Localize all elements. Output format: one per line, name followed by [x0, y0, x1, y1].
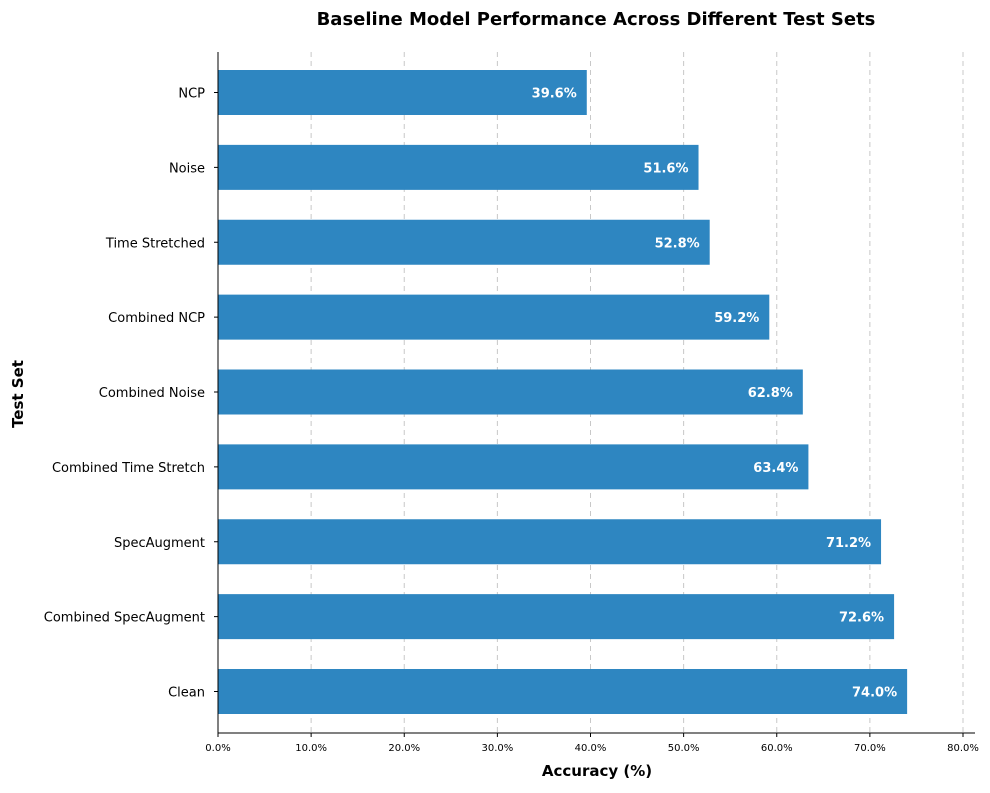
x-tick-label: 70.0%: [854, 743, 886, 754]
data-label: 72.6%: [839, 611, 884, 626]
bar: [218, 444, 809, 490]
x-tick-label: 20.0%: [388, 743, 420, 754]
x-tick-label: 80.0%: [947, 743, 979, 754]
bar: [218, 669, 908, 714]
data-label: 71.2%: [826, 536, 871, 551]
y-tick-label: Time Stretched: [105, 236, 205, 251]
bar: [218, 594, 895, 640]
x-tick-label: 50.0%: [668, 743, 700, 754]
y-tick-label: Noise: [169, 161, 205, 176]
data-label: 52.8%: [655, 236, 700, 251]
x-tick-label: 0.0%: [205, 743, 230, 754]
y-tick-label: Combined SpecAugment: [44, 611, 205, 626]
bar: [218, 294, 770, 340]
data-label: 74.0%: [852, 686, 897, 701]
x-tick-label: 10.0%: [295, 743, 327, 754]
y-axis-label: Test Set: [9, 360, 27, 428]
x-tick-labels: 0.0% 10.0% 20.0% 30.0% 40.0% 50.0% 60.0% 70.0% 8…: [205, 733, 979, 754]
data-labels: 39.6% 51.6% 52.8% 59.2% 62.8% 63.4% 71.2% 72.6%…: [532, 87, 897, 701]
y-tick-label: Combined NCP: [108, 311, 205, 326]
x-tick-label: 30.0%: [481, 743, 513, 754]
bars: [218, 70, 908, 714]
data-label: 39.6%: [532, 87, 577, 102]
data-label: 51.6%: [643, 161, 688, 176]
y-tick-label: NCP: [178, 87, 205, 102]
x-tick-label: 60.0%: [761, 743, 793, 754]
y-tick-label: Clean: [168, 686, 205, 701]
bar: [218, 519, 882, 565]
data-label: 59.2%: [714, 311, 759, 326]
bar: [218, 369, 803, 415]
x-tick-label: 40.0%: [575, 743, 607, 754]
x-axis-label: Accuracy (%): [542, 762, 652, 780]
data-label: 62.8%: [748, 386, 793, 401]
data-label: 63.4%: [753, 461, 798, 476]
chart-title: Baseline Model Performance Across Differ…: [317, 9, 876, 30]
bar: [218, 144, 699, 190]
y-tick-label: SpecAugment: [114, 536, 205, 551]
y-tick-label: Combined Noise: [99, 386, 205, 401]
y-tick-labels: NCP Noise Time Stretched Combined NCP Combin…: [44, 87, 218, 701]
bar: [218, 219, 710, 265]
y-tick-label: Combined Time Stretch: [52, 461, 205, 476]
bar: [218, 70, 587, 115]
